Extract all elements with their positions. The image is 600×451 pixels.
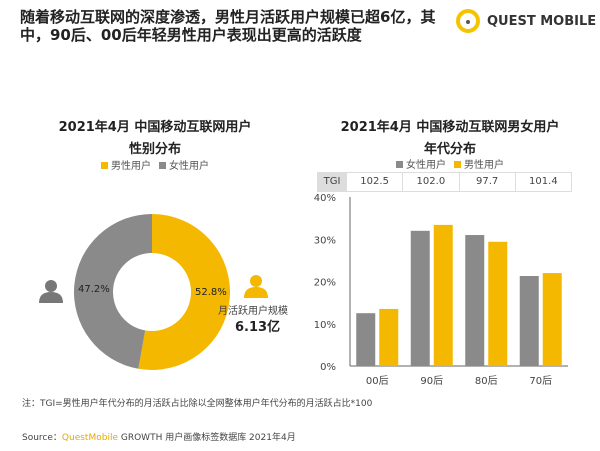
tgi-cell: 102.5 — [346, 173, 402, 191]
x-tick-label: 00后 — [366, 375, 389, 387]
mau-label: 月活跃用户规模 — [218, 306, 288, 317]
tgi-table: TGI 102.5 102.0 97.7 101.4 — [317, 172, 572, 192]
tgi-header: TGI — [318, 173, 346, 191]
bar-male — [433, 224, 453, 366]
x-tick-label: 80后 — [475, 375, 498, 387]
female-percent-label: 47.2% — [78, 284, 110, 295]
note: 注：TGI=男性用户年代分布的月活跃占比除以全网整体用户年代分布的月活跃占比*1… — [22, 399, 373, 409]
bar-subtitle: 年代分布 — [423, 142, 476, 157]
male-percent-label: 52.8% — [195, 287, 227, 298]
bar-female — [356, 313, 376, 366]
bar-male — [379, 308, 399, 366]
legend-female: 女性用户 — [396, 156, 446, 171]
source: Source：QuestMobile GROWTH 用户画像标签数据库 2021… — [22, 430, 296, 443]
legend-male: 男性用户 — [101, 157, 151, 172]
pie-subtitle: 性别分布 — [128, 142, 181, 157]
source-rest: GROWTH 用户画像标签数据库 2021年4月 — [118, 433, 296, 443]
bar-male — [488, 241, 508, 366]
tgi-cell: 102.0 — [402, 173, 458, 191]
pie-legend: 男性用户 女性用户 — [40, 157, 270, 172]
female-user-icon — [39, 280, 63, 303]
bar-legend: 女性用户 男性用户 — [320, 156, 580, 171]
legend-female-label: 女性用户 — [406, 160, 446, 171]
x-tick-label: 70后 — [529, 375, 552, 387]
donut-slice-male — [138, 214, 231, 370]
y-tick-label: 40% — [314, 193, 336, 204]
headline: 随着移动互联网的深度渗透，男性月活跃用户规模已超6亿，其中，90后、00后年轻男… — [20, 8, 436, 44]
legend-male: 男性用户 — [454, 156, 504, 171]
logo-text: QUEST MOBILE — [487, 13, 597, 29]
tgi-cell: 97.7 — [458, 173, 515, 191]
bar-female — [410, 230, 430, 366]
pie-title: 2021年4月 中国移动互联网用户 — [58, 120, 252, 135]
bar-male — [542, 273, 562, 366]
source-prefix: Source： — [22, 433, 62, 443]
tgi-cell: 101.4 — [514, 173, 571, 191]
donut-slice-female — [74, 214, 152, 369]
legend-female-label: 女性用户 — [169, 161, 209, 172]
donut-chart — [74, 214, 231, 370]
y-tick-label: 0% — [320, 362, 336, 373]
source-brand: QuestMobile — [61, 433, 118, 443]
y-tick-label: 30% — [314, 235, 336, 246]
x-tick-label: 90后 — [420, 375, 443, 387]
bar-chart: 0% 10% 20% 30% 40% 00后 90后 80后 70后 — [314, 193, 568, 387]
legend-male-label: 男性用户 — [111, 161, 151, 172]
male-user-icon — [244, 275, 268, 298]
logo: QUEST MOBILE — [455, 8, 596, 34]
legend-male-label: 男性用户 — [464, 160, 504, 171]
bar-female — [465, 235, 485, 366]
mau-value: 6.13亿 — [235, 320, 281, 335]
bar-female — [519, 276, 539, 366]
legend-female: 女性用户 — [159, 157, 209, 172]
bar-title: 2021年4月 中国移动互联网男女用户 — [340, 120, 560, 135]
y-tick-label: 10% — [314, 320, 336, 331]
quest-mobile-logo-icon — [456, 9, 480, 33]
y-tick-label: 20% — [314, 278, 336, 289]
